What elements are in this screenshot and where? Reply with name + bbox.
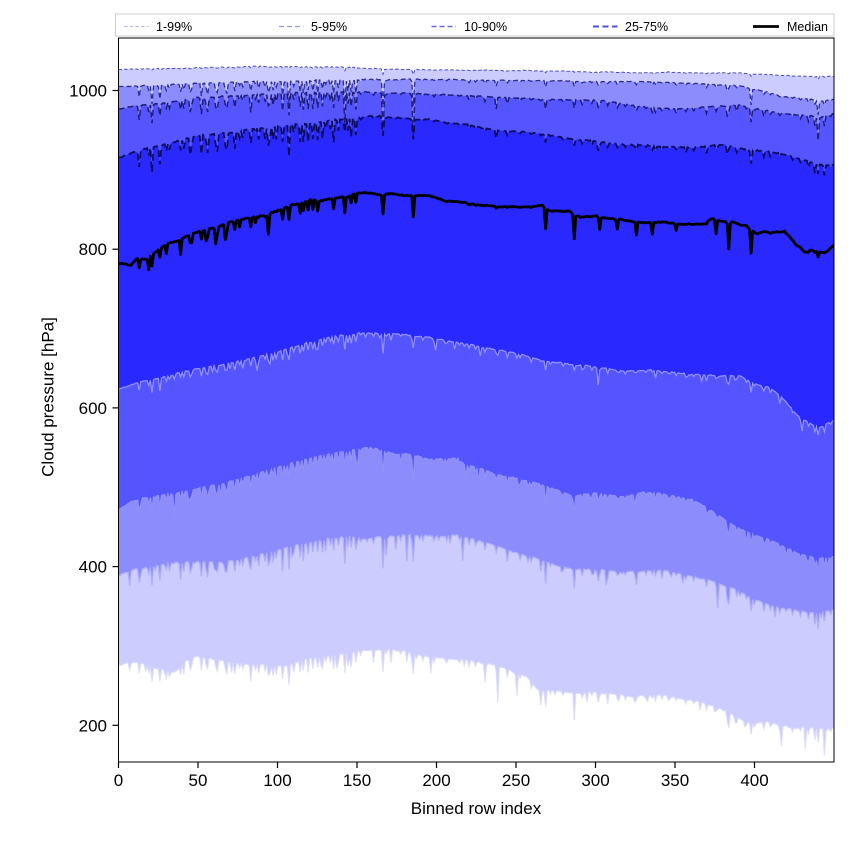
svg-text:1000: 1000	[69, 82, 107, 101]
svg-text:Median: Median	[787, 20, 828, 34]
svg-text:10-90%: 10-90%	[464, 20, 507, 34]
svg-text:25-75%: 25-75%	[625, 20, 668, 34]
svg-text:300: 300	[581, 771, 609, 790]
svg-text:Cloud pressure [hPa]: Cloud pressure [hPa]	[39, 317, 58, 477]
svg-text:1-99%: 1-99%	[156, 20, 192, 34]
svg-text:200: 200	[79, 716, 107, 735]
svg-text:400: 400	[740, 771, 768, 790]
svg-text:Binned row index: Binned row index	[411, 799, 542, 818]
svg-text:50: 50	[189, 771, 208, 790]
svg-text:100: 100	[263, 771, 291, 790]
svg-text:5-95%: 5-95%	[311, 20, 347, 34]
svg-text:350: 350	[661, 771, 689, 790]
svg-text:800: 800	[79, 240, 107, 259]
svg-text:400: 400	[79, 558, 107, 577]
svg-text:250: 250	[502, 771, 530, 790]
svg-text:200: 200	[422, 771, 450, 790]
svg-text:150: 150	[343, 771, 371, 790]
svg-text:0: 0	[114, 771, 123, 790]
svg-text:600: 600	[79, 399, 107, 418]
